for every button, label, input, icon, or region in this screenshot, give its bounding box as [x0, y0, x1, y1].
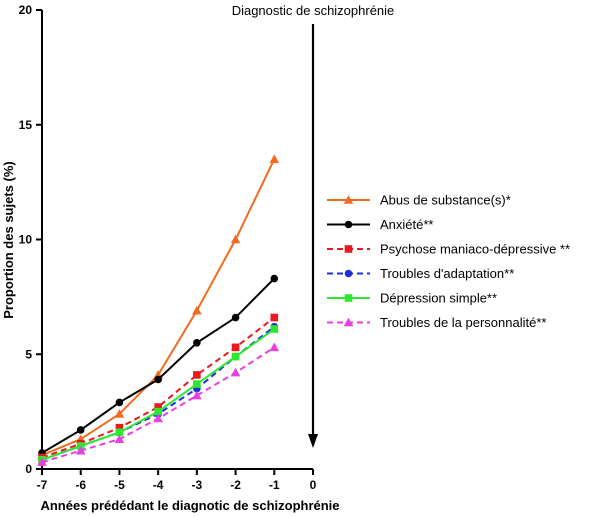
data-point	[192, 305, 202, 315]
data-point	[230, 367, 241, 377]
diagnosis-arrow-head	[308, 434, 318, 448]
legend-label: Anxiété**	[380, 217, 433, 232]
legend-entry: Troubles d'adaptation**	[327, 266, 514, 281]
legend: Abus de substance(s)* Anxiété** Psychose m…	[327, 193, 570, 330]
legend-swatch-marker	[344, 269, 353, 278]
x-tick-label: -3	[192, 478, 203, 492]
data-point	[231, 313, 240, 322]
data-point	[153, 413, 163, 423]
legend-swatch-marker	[343, 195, 354, 204]
diagnosis-annotation-label: Diagnostic de schizophrénie	[232, 3, 395, 18]
legend-swatch-marker	[344, 220, 353, 229]
series-line	[41, 316, 275, 459]
data-point	[193, 338, 201, 347]
data-point	[76, 426, 85, 434]
y-tick-label: 20	[19, 3, 33, 17]
legend-entry: Anxiété**	[327, 217, 433, 232]
legend-swatch-marker	[344, 294, 353, 302]
x-tick-label: -5	[114, 478, 125, 492]
data-point	[231, 352, 240, 361]
series-line	[41, 277, 275, 454]
data-point	[269, 154, 280, 163]
y-tick-label: 5	[25, 347, 32, 361]
x-tick-label: -6	[75, 478, 86, 492]
y-axis-title: Proportion des sujets (%)	[1, 161, 16, 318]
data-point	[269, 342, 280, 352]
y-tick-label: 15	[19, 118, 33, 132]
x-axis-ticks: -7 -6 -5 -4 -3 -2 -1 0	[37, 469, 317, 492]
legend-swatch-marker	[344, 245, 353, 253]
legend-label: Psychose maniaco-dépressive **	[380, 242, 570, 257]
data-point	[192, 390, 202, 400]
x-tick-label: -2	[230, 478, 241, 492]
data-point	[154, 403, 162, 411]
data-point	[193, 380, 201, 388]
y-tick-label: 10	[19, 233, 33, 247]
series-3	[38, 313, 279, 462]
legend-label: Dépression simple**	[380, 291, 497, 306]
y-tick-label: 0	[25, 462, 32, 476]
x-tick-label: -4	[153, 478, 164, 492]
data-point	[115, 428, 124, 437]
legend-entry: Abus de substance(s)*	[327, 193, 511, 208]
data-point	[270, 325, 279, 333]
data-point	[231, 343, 240, 352]
data-point	[230, 234, 241, 244]
legend-label: Troubles de la personnalité**	[380, 315, 546, 330]
data-point	[75, 445, 86, 455]
legend-swatch-marker	[343, 317, 354, 327]
legend-entry: Dépression simple**	[327, 291, 497, 306]
data-point	[270, 313, 279, 322]
data-point	[154, 375, 162, 384]
series-layer	[37, 154, 280, 466]
x-axis-title: Années prédédant le diagnotic de schizop…	[40, 498, 339, 513]
data-point	[114, 409, 125, 418]
legend-label: Abus de substance(s)*	[380, 193, 511, 208]
y-axis-ticks: 0 5 10 15 20	[19, 3, 42, 476]
data-point	[193, 371, 201, 379]
data-point	[154, 407, 162, 416]
data-point	[270, 274, 279, 283]
diagnosis-marker: Diagnostic de schizophrénie	[232, 3, 395, 448]
data-point	[37, 457, 47, 466]
legend-entry: Psychose maniaco-dépressive **	[327, 242, 570, 257]
series-2	[38, 274, 279, 457]
x-tick-label: -7	[37, 478, 48, 492]
data-point	[115, 398, 124, 407]
data-point	[114, 434, 125, 443]
series-6	[37, 342, 280, 466]
legend-label: Troubles d'adaptation**	[380, 266, 514, 281]
data-point	[115, 423, 124, 432]
x-tick-label: 0	[310, 478, 317, 492]
axes: 0 5 10 15 20 -7 -6 -5 -4 -3 -2 -1 0	[19, 3, 317, 492]
x-tick-label: -1	[269, 478, 280, 492]
legend-entry: Troubles de la personnalité**	[327, 315, 546, 330]
